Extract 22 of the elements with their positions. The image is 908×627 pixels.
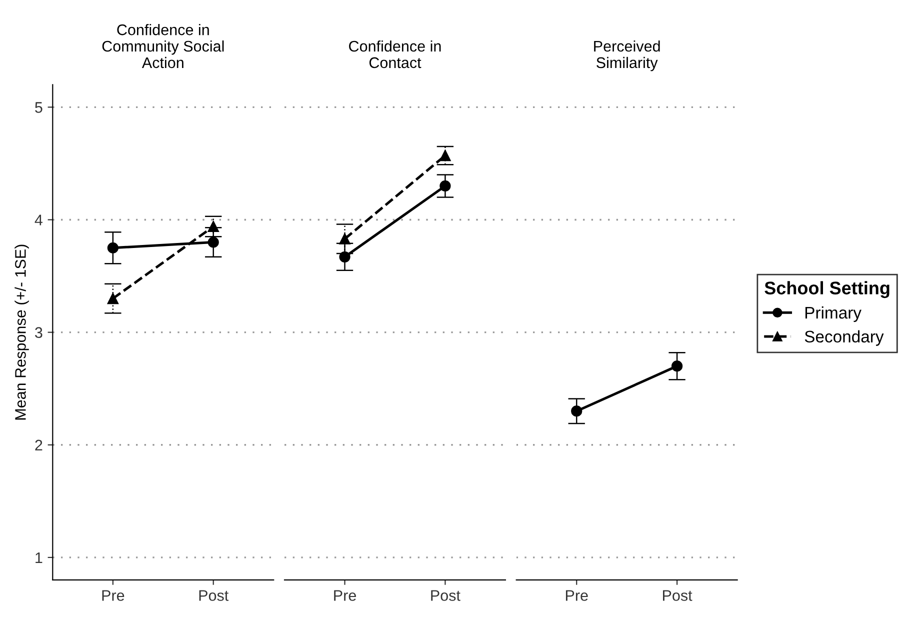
point: [107, 292, 118, 304]
legend-label: Secondary: [804, 330, 884, 346]
y-tick-label: 2: [35, 440, 42, 450]
point: [339, 233, 350, 244]
y-tick-label: 4: [34, 214, 42, 226]
legend-title: School Setting: [764, 281, 890, 298]
y-axis-title: Mean Response (+/- 1SE): [14, 244, 29, 420]
chart-title: Perceived Similarity: [594, 40, 660, 72]
x-tick-label: Post: [199, 590, 229, 601]
x-tick-label: Pre: [334, 590, 356, 601]
x-tick-label: Post: [663, 590, 692, 601]
chart-title: Confidence in Contact: [349, 40, 441, 68]
y-tick-label: 5: [35, 102, 42, 113]
chart-title: Confidence in Community Social Action: [102, 24, 224, 68]
x-tick-label: Pre: [566, 590, 588, 601]
point: [208, 220, 219, 232]
x-tick-label: Pre: [102, 590, 124, 601]
y-tick-label: 1: [36, 552, 42, 563]
point: [107, 242, 118, 254]
x-tick-label: Post: [431, 590, 460, 601]
legend-label: Primary: [805, 306, 862, 322]
y-tick-label: 3: [35, 327, 42, 338]
